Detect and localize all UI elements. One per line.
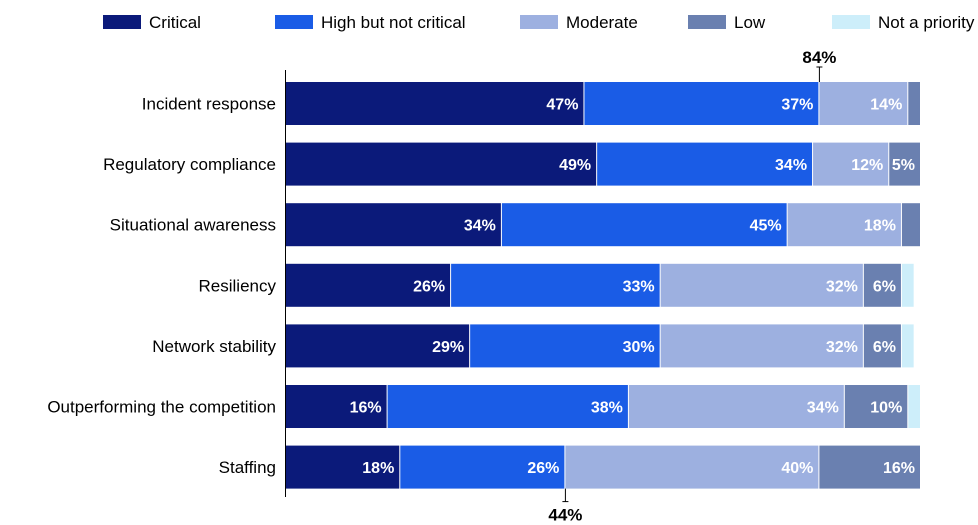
- bar-regulatory-compliance-critical: [286, 142, 597, 186]
- bar-incident-response-critical: [286, 82, 584, 125]
- data-label-situational-awareness-critical: 34%: [464, 218, 496, 235]
- bar-staffing-critical: [286, 445, 400, 489]
- legend-label-moderate: Moderate: [566, 13, 638, 32]
- bar-incident-response-high-but-not-critical: [584, 82, 819, 125]
- callout-label-incident-response: 84%: [802, 48, 836, 67]
- bar-network-stability-low: [863, 324, 901, 368]
- legend-swatch-low: [688, 15, 726, 29]
- bar-situational-awareness-moderate: [787, 203, 901, 247]
- category-label-situational-awareness: Situational awareness: [110, 216, 276, 235]
- bar-network-stability-critical: [286, 324, 470, 368]
- category-label-outperforming-the-competition: Outperforming the competition: [47, 398, 276, 417]
- bar-incident-response-moderate: [819, 82, 908, 125]
- data-label-staffing-high-but-not-critical: 26%: [527, 460, 559, 477]
- bar-resiliency-moderate: [660, 263, 863, 307]
- data-label-outperforming-the-competition-critical: 16%: [350, 400, 382, 417]
- bar-regulatory-compliance-high-but-not-critical: [597, 142, 813, 186]
- category-label-resiliency: Resiliency: [199, 276, 277, 295]
- data-label-regulatory-compliance-low: 5%: [892, 157, 915, 174]
- bar-situational-awareness-low: [901, 203, 920, 247]
- data-label-incident-response-critical: 47%: [546, 97, 578, 114]
- bar-incident-response-low: [908, 82, 920, 125]
- bar-network-stability-moderate: [660, 324, 863, 368]
- legend-label-critical: Critical: [149, 13, 201, 32]
- bar-situational-awareness-critical: [286, 203, 501, 247]
- bar-outperforming-the-competition-not-a-priority: [908, 385, 920, 428]
- data-label-outperforming-the-competition-high-but-not-critical: 38%: [591, 400, 623, 417]
- bar-network-stability-not-a-priority: [901, 324, 914, 368]
- category-label-incident-response: Incident response: [142, 95, 276, 114]
- bar-resiliency-low: [863, 263, 901, 307]
- data-label-regulatory-compliance-critical: 49%: [559, 157, 591, 174]
- data-label-network-stability-critical: 29%: [432, 339, 464, 356]
- legend-label-high-but-not-critical: High but not critical: [321, 13, 466, 32]
- bar-staffing-low: [819, 445, 920, 489]
- data-label-staffing-moderate: 40%: [781, 460, 813, 477]
- data-label-resiliency-critical: 26%: [413, 278, 445, 295]
- category-label-regulatory-compliance: Regulatory compliance: [103, 155, 276, 174]
- callout-label-staffing: 44%: [548, 506, 582, 525]
- legend-label-not-a-priority: Not a priority: [878, 13, 975, 32]
- data-label-regulatory-compliance-high-but-not-critical: 34%: [775, 157, 807, 174]
- data-label-outperforming-the-competition-low: 10%: [870, 400, 902, 417]
- bar-outperforming-the-competition-high-but-not-critical: [387, 385, 628, 428]
- data-label-network-stability-moderate: 32%: [826, 339, 858, 356]
- bar-staffing-moderate: [565, 445, 819, 489]
- data-label-incident-response-high-but-not-critical: 37%: [781, 97, 813, 114]
- bar-network-stability-high-but-not-critical: [470, 324, 660, 368]
- legend-label-low: Low: [734, 13, 766, 32]
- data-label-resiliency-moderate: 32%: [826, 278, 858, 295]
- data-label-situational-awareness-moderate: 18%: [864, 218, 896, 235]
- bar-resiliency-not-a-priority: [901, 263, 914, 307]
- category-label-staffing: Staffing: [219, 458, 276, 477]
- data-label-regulatory-compliance-moderate: 12%: [851, 157, 883, 174]
- bar-staffing-high-but-not-critical: [400, 445, 565, 489]
- bar-outperforming-the-competition-low: [844, 385, 908, 428]
- legend-swatch-high-but-not-critical: [275, 15, 313, 29]
- data-label-staffing-low: 16%: [883, 460, 915, 477]
- legend-swatch-not-a-priority: [832, 15, 870, 29]
- bar-regulatory-compliance-low: [889, 142, 920, 186]
- category-label-network-stability: Network stability: [152, 337, 276, 356]
- bar-resiliency-high-but-not-critical: [451, 263, 660, 307]
- legend-swatch-moderate: [520, 15, 558, 29]
- data-label-staffing-critical: 18%: [362, 460, 394, 477]
- data-label-situational-awareness-high-but-not-critical: 45%: [750, 218, 782, 235]
- bar-resiliency-critical: [286, 263, 451, 307]
- legend-swatch-critical: [103, 15, 141, 29]
- data-label-outperforming-the-competition-moderate: 34%: [807, 400, 839, 417]
- data-label-resiliency-high-but-not-critical: 33%: [623, 278, 655, 295]
- bar-outperforming-the-competition-moderate: [628, 385, 844, 428]
- data-label-network-stability-high-but-not-critical: 30%: [623, 339, 655, 356]
- data-label-resiliency-low: 6%: [873, 278, 896, 295]
- bar-outperforming-the-competition-critical: [286, 385, 387, 428]
- data-label-incident-response-moderate: 14%: [870, 97, 902, 114]
- data-label-network-stability-low: 6%: [873, 339, 896, 356]
- bar-regulatory-compliance-moderate: [813, 142, 889, 186]
- bar-situational-awareness-high-but-not-critical: [501, 203, 787, 247]
